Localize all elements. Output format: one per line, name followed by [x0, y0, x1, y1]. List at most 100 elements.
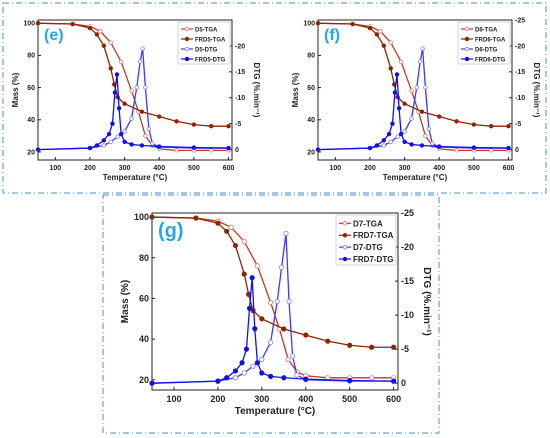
data-point [249, 275, 255, 281]
data-point [101, 143, 107, 148]
data-point [381, 138, 387, 143]
data-point [259, 356, 265, 362]
data-point [374, 32, 380, 37]
y-left-tick-label: 40 [307, 117, 315, 124]
data-point [281, 375, 287, 381]
data-point [215, 220, 221, 226]
plot-area [37, 19, 233, 161]
data-point [108, 139, 113, 145]
data-point [150, 141, 155, 146]
data-point [143, 85, 148, 90]
data-point [157, 114, 162, 119]
data-point [70, 21, 75, 27]
data-point [241, 271, 247, 277]
data-point [426, 126, 432, 132]
data-point [252, 326, 258, 332]
data-point [378, 29, 383, 34]
series-frd6-dtg [315, 72, 511, 152]
x-tick-label: 600 [386, 394, 401, 404]
data-point [471, 122, 477, 127]
data-point [157, 144, 162, 149]
data-point [134, 85, 139, 90]
data-point [437, 114, 442, 119]
data-point [193, 215, 199, 221]
data-point [149, 214, 155, 220]
data-point [388, 40, 393, 45]
data-point [391, 378, 397, 384]
series-line [151, 277, 394, 384]
data-point [101, 43, 107, 48]
data-point [226, 145, 231, 151]
data-point [402, 101, 407, 106]
data-point [369, 375, 375, 381]
x-tick-label: 100 [166, 394, 181, 404]
data-point [454, 148, 459, 153]
chart-panel: 100 200 300 400 500 600 20 40 60 80 100 0 -5 -10 -15 -2… [291, 17, 541, 182]
plot-area [151, 212, 399, 391]
data-point [101, 138, 107, 143]
data-point [489, 124, 494, 129]
data-point [116, 105, 122, 111]
y-right-tick-label: 0 [235, 147, 239, 154]
data-point [285, 356, 291, 363]
legend-swatch-marker [342, 244, 348, 250]
data-point [224, 375, 230, 381]
y-right-tick-label: -10 [235, 95, 245, 102]
data-point [325, 338, 331, 344]
plot-area [317, 19, 513, 161]
y-right-tick-label: -15 [235, 69, 245, 76]
y-left-tick-label: 20 [307, 149, 315, 156]
series-d6-tga [315, 21, 511, 153]
x-tick-label: 400 [298, 394, 313, 404]
data-point [395, 134, 400, 139]
data-point [87, 145, 93, 151]
data-point [398, 59, 404, 65]
bottom-dashed-frame [102, 194, 440, 434]
data-point [391, 344, 397, 350]
legend: D7-TGA FRD7-TGA D7-DTG FRD7-DTG [335, 214, 397, 266]
x-axis-label: Temperature (°C) [235, 406, 316, 417]
data-point [419, 109, 425, 114]
data-point [294, 372, 300, 378]
x-tick-label: 300 [399, 165, 411, 172]
legend-entry: FRD5-DTG [195, 57, 226, 63]
data-point [454, 119, 459, 124]
x-tick-label: 600 [223, 165, 235, 172]
series-frd7-dtg [149, 275, 397, 386]
legend-swatch-marker [342, 233, 348, 238]
data-point [417, 59, 423, 64]
series-line [37, 74, 229, 151]
data-point [118, 131, 124, 137]
data-point [254, 360, 261, 366]
panel-letter: (e) [44, 27, 64, 44]
data-point [315, 21, 321, 26]
data-point [390, 121, 395, 126]
legend-swatch-marker [464, 56, 470, 62]
legend-entry: D5-DTG [195, 47, 218, 53]
data-point [122, 139, 127, 145]
data-point [274, 298, 280, 305]
y-right-tick-label: -10 [401, 310, 414, 320]
data-point [409, 116, 414, 121]
data-point [347, 342, 353, 348]
data-point [112, 90, 118, 95]
series-d5-tga [35, 21, 231, 153]
data-point [374, 143, 380, 148]
data-point [347, 377, 353, 384]
series-line [317, 48, 509, 151]
y-left-tick-label: 40 [139, 334, 149, 344]
chart-panel: 100 200 300 400 500 600 20 40 60 80 100 0 -5 -10 -15 -2… [120, 208, 432, 417]
data-point [174, 148, 179, 153]
x-tick-label: 500 [342, 394, 357, 404]
series-line [37, 48, 229, 151]
data-point [110, 121, 115, 126]
data-point [129, 116, 134, 121]
data-point [143, 133, 148, 139]
legend-swatch-marker [342, 256, 348, 262]
data-point [286, 298, 292, 305]
x-tick-label: 300 [119, 165, 131, 172]
data-point [122, 129, 127, 134]
legend-swatch-marker [464, 36, 470, 42]
data-point [268, 299, 274, 306]
